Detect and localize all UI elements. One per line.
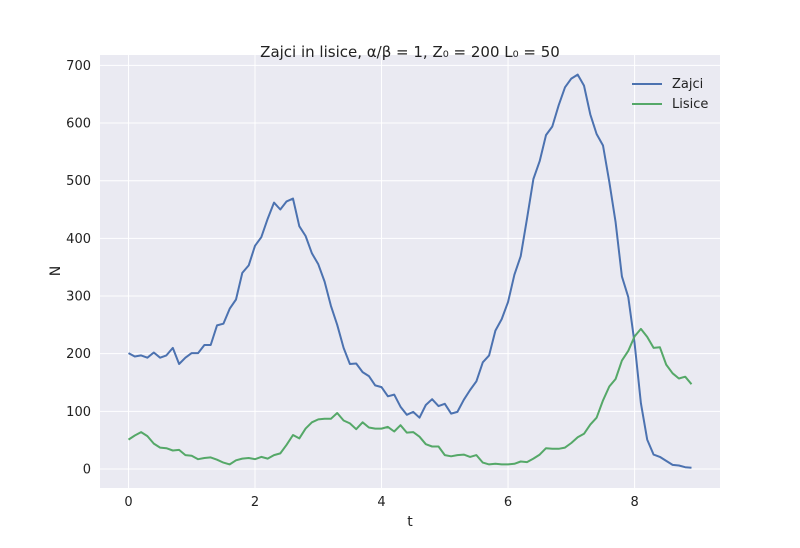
y-tick-label: 100 <box>66 405 91 420</box>
legend-label-zajci: Zajci <box>672 77 703 92</box>
chart-title: Zajci in lisice, α/β = 1, Z₀ = 200 L₀ = … <box>260 43 560 61</box>
legend: Zajci Lisice <box>632 77 708 112</box>
plot-background <box>100 55 720 488</box>
x-tick-label: 6 <box>504 495 512 510</box>
x-axis-label: t <box>407 514 413 530</box>
series-lines <box>127 73 693 469</box>
y-tick-label: 0 <box>83 462 91 477</box>
y-tick-label: 300 <box>66 290 91 305</box>
x-tick-label: 0 <box>124 495 132 510</box>
tick-labels: 0 2 4 6 8 0 100 200 300 400 500 600 700 <box>66 59 639 510</box>
y-tick-label: 200 <box>66 347 91 362</box>
y-tick-label: 500 <box>66 174 91 189</box>
x-tick-label: 2 <box>251 495 259 510</box>
x-tick-label: 8 <box>630 495 638 510</box>
legend-label-lisice: Lisice <box>672 97 708 112</box>
y-tick-label: 400 <box>66 232 91 247</box>
series-line-zajci <box>128 73 692 469</box>
y-tick-label: 700 <box>66 59 91 74</box>
x-tick-label: 4 <box>377 495 385 510</box>
y-tick-label: 600 <box>66 117 91 132</box>
y-axis-label: N <box>48 266 64 276</box>
series-line-lisice <box>127 327 693 466</box>
